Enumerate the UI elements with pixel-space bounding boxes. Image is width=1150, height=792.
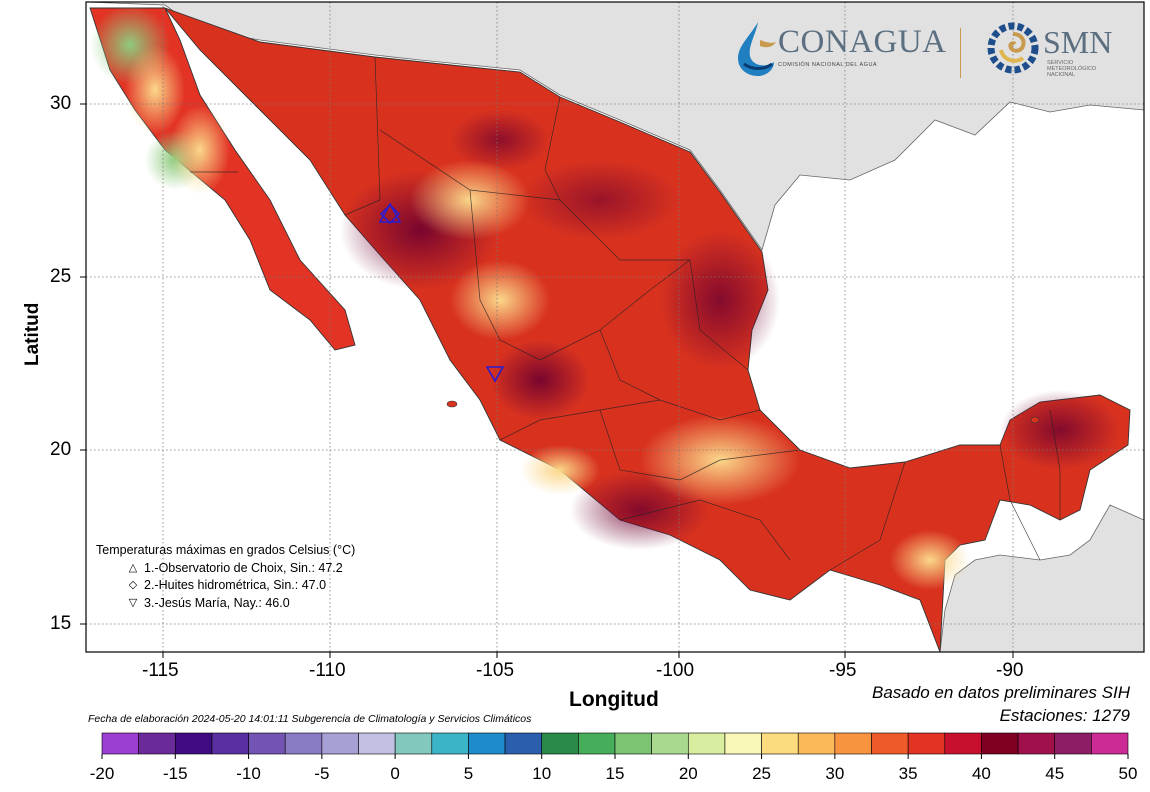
colorbar-swatch	[687, 732, 726, 755]
colorbar-tick-label: -15	[162, 764, 188, 783]
logo-divider	[960, 28, 961, 78]
colorbar-tick-label: 10	[532, 764, 552, 783]
colorbar-swatch	[101, 732, 139, 755]
smn-emblem-icon	[987, 22, 1039, 74]
legend-item-text: 2.-Huites hidrométrica, Sin.: 47.0	[144, 578, 327, 592]
x-tick-label: -90	[996, 660, 1024, 681]
colorbar-swatch	[504, 732, 543, 755]
x-axis-label: Longitud	[569, 688, 659, 711]
legend-item-text: 3.-Jesús María, Nay.: 46.0	[144, 595, 290, 610]
legend-item: ▽ 3.-Jesús María, Nay.: 46.0	[96, 595, 355, 613]
elaboration-date: Fecha de elaboración 2024-05-20 14:01:11…	[88, 713, 532, 725]
legend-item: ◇ 2.-Huites hidrométrica, Sin.: 47.0	[96, 577, 355, 595]
colorbar-swatch	[1091, 732, 1129, 755]
conagua-subtitle: COMISIÓN NACIONAL DEL AGUA	[778, 62, 878, 68]
colorbar-swatch	[907, 732, 946, 755]
colorbar-swatch	[431, 732, 469, 755]
colorbar-swatch	[981, 732, 1019, 755]
colorbar-swatch	[284, 732, 323, 755]
colorbar-tick-label: 35	[898, 764, 918, 783]
colorbar-swatch	[1054, 732, 1092, 755]
diamond-icon: ◇	[128, 579, 138, 591]
colorbar-swatch	[1017, 732, 1056, 755]
usa-land	[86, 2, 1144, 251]
station-marker-huites	[379, 203, 401, 225]
colorbar-swatch	[761, 732, 799, 755]
colorbar-swatch	[541, 732, 579, 755]
colorbar-swatch	[944, 732, 982, 755]
colorbar-swatch	[138, 732, 176, 755]
x-tick-label: -105	[476, 660, 515, 681]
triangle-up-icon: △	[128, 561, 138, 574]
colorbar-tick-label: -10	[236, 764, 261, 783]
colorbar-tick-label: 45	[1045, 764, 1065, 783]
y-tick-label: 30	[50, 93, 72, 114]
colorbar-swatch	[871, 732, 909, 755]
x-tick-label: -95	[829, 660, 857, 681]
colorbar-tick-label: 0	[390, 764, 400, 783]
station-marker-jesus-maria	[485, 366, 505, 383]
colorbar-swatch	[724, 732, 762, 755]
colorbar	[101, 732, 1129, 759]
colorbar-swatch	[834, 732, 872, 755]
colorbar-tick-label: 40	[971, 764, 991, 783]
colorbar-swatch	[174, 732, 213, 755]
stations-count: Estaciones: 1279	[999, 706, 1130, 725]
colorbar-swatch	[358, 732, 396, 755]
colorbar-swatch	[394, 732, 433, 755]
colorbar-tick-label: 50	[1118, 764, 1138, 783]
plot-frame	[85, 1, 1145, 653]
colorbar-tick-label: -20	[89, 764, 115, 783]
y-tick-label: 15	[50, 613, 72, 634]
colorbar-tick-label: 30	[825, 764, 845, 783]
conagua-logo: CONAGUA COMISIÓN NACIONAL DEL AGUA	[730, 18, 950, 78]
y-tick-label: 25	[50, 266, 72, 287]
conagua-wordmark: CONAGUA	[778, 24, 947, 60]
colorbar-tick-label: 20	[678, 764, 698, 783]
colorbar-swatch	[468, 732, 506, 755]
y-axis-label: Latitud	[22, 302, 43, 366]
colorbar-tick-label: 5	[463, 764, 474, 783]
colorbar-tick-label: 15	[605, 764, 625, 783]
legend-title: Temperaturas máximas en grados Celsius (…	[96, 543, 356, 557]
mexico-mainland	[163, 7, 1131, 652]
legend-item: △ 1.-Observatorio de Choix, Sin.: 47.2	[96, 560, 355, 578]
colorbar-tick-label: -5	[314, 764, 330, 783]
station-legend: Temperaturas máximas en grados Celsius (…	[96, 542, 355, 612]
station-markers	[378, 202, 505, 383]
colorbar-swatch	[321, 732, 359, 755]
legend-item-text: 1.-Observatorio de Choix, Sin.: 47.2	[144, 560, 343, 575]
colorbar-tick-label: 25	[752, 764, 772, 783]
map-area	[86, 2, 1144, 652]
colorbar-swatch	[797, 732, 836, 755]
colorbar-swatch	[248, 732, 286, 755]
data-basis-note: Basado en datos preliminares SIH	[872, 683, 1130, 702]
colorbar-swatch	[614, 732, 652, 755]
water-drop-icon	[738, 22, 776, 76]
triangle-down-icon: ▽	[128, 596, 138, 609]
colorbar-swatch	[651, 732, 689, 755]
x-tick-label: -100	[656, 660, 695, 681]
colorbar-swatch	[211, 732, 249, 755]
smn-subtitle: SERVICIO METEOROLÓGICO NACIONAL	[1047, 60, 1097, 78]
x-tick-label: -115	[142, 660, 179, 681]
x-tick-label: -110	[309, 660, 346, 681]
y-tick-label: 20	[50, 439, 72, 460]
smn-logo: SMN SERVICIO METEOROLÓGICO NACIONAL	[985, 18, 1125, 78]
colorbar-swatch	[578, 732, 616, 755]
smn-wordmark: SMN	[1043, 24, 1113, 60]
